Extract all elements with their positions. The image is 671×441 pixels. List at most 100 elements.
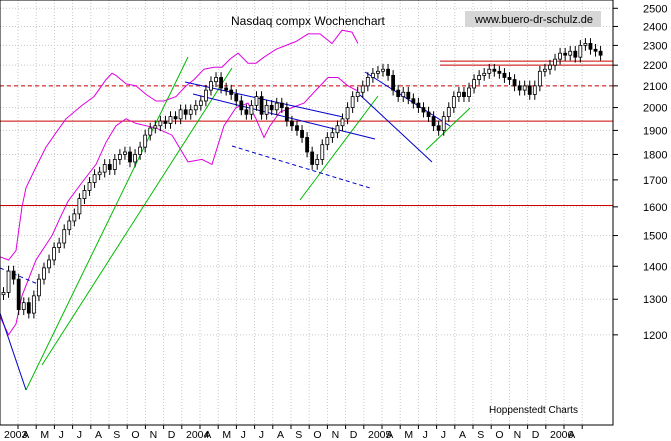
candle-body — [183, 109, 188, 115]
candle-body — [401, 91, 406, 97]
y-tick-label: 1200 — [643, 330, 667, 342]
candle-body — [37, 278, 41, 297]
candle-body — [234, 94, 239, 102]
trend-line — [425, 107, 471, 151]
candle-body — [11, 270, 16, 280]
x-tick-label: A — [386, 429, 393, 441]
x-tick-label: J — [259, 429, 264, 441]
candle-body — [254, 96, 259, 106]
trend-line — [25, 56, 189, 391]
candle-body — [239, 100, 244, 111]
x-tick-label: O — [313, 429, 321, 441]
y-tick-label: 1600 — [643, 202, 667, 214]
candle-body — [451, 96, 456, 108]
y-tick-label: 1700 — [643, 175, 667, 187]
candle-body — [537, 70, 542, 87]
candle-body — [168, 116, 173, 124]
x-tick-label: J — [77, 429, 82, 441]
candle-body — [310, 151, 315, 165]
chart-title: Nasdaq compx Wochenchart — [231, 14, 386, 28]
y-tick-label: 2200 — [643, 60, 667, 72]
candle-body — [295, 125, 299, 131]
candle-body — [47, 259, 51, 269]
candle-body — [315, 159, 320, 165]
candle-body — [158, 120, 163, 127]
x-tick-label: N — [514, 429, 522, 441]
candle-body — [391, 75, 396, 91]
candle-body — [244, 109, 249, 115]
candle-body — [376, 70, 380, 74]
candle-body — [335, 125, 340, 134]
y-tick-label: 2300 — [643, 40, 667, 52]
y-tick-label: 1800 — [643, 149, 667, 161]
candle-body — [82, 190, 87, 199]
x-tick-label: M — [222, 429, 231, 441]
candle-body — [72, 213, 77, 222]
candle-body — [477, 75, 482, 80]
candle-body — [92, 174, 97, 183]
candle-body — [330, 132, 335, 138]
source-label: Hoppenstedt Charts — [489, 405, 578, 416]
candle-body — [598, 50, 603, 56]
candle-body — [224, 87, 229, 91]
candle-body — [386, 68, 390, 76]
x-tick-label: 2006 — [550, 429, 574, 441]
candle-body — [6, 270, 11, 293]
x-tick-label: 2003 — [4, 429, 28, 441]
trend-line — [41, 67, 233, 366]
plot-background — [0, 0, 613, 425]
candle-body — [345, 107, 350, 120]
candle-body — [527, 85, 532, 95]
candle-body — [67, 220, 72, 231]
candle-body — [365, 77, 370, 87]
x-tick-label: O — [495, 429, 503, 441]
x-tick-label: D — [350, 429, 358, 441]
x-tick-label: A — [277, 429, 284, 441]
y-tick-label: 1900 — [643, 125, 667, 137]
watermark-text: www.buero-dr-schulz.de — [474, 14, 593, 26]
candle-body — [467, 87, 471, 97]
candle-body — [52, 247, 56, 261]
candle-body — [62, 229, 67, 244]
candle-body — [472, 79, 476, 89]
candle-body — [325, 137, 330, 146]
candle-body — [573, 50, 578, 58]
candle-body — [123, 151, 127, 155]
candle-body — [117, 154, 122, 160]
x-tick-label: S — [113, 429, 120, 441]
x-tick-label: J — [241, 429, 246, 441]
candle-body — [492, 68, 497, 72]
candle-body — [209, 81, 213, 91]
candle-body — [279, 102, 284, 108]
x-tick-label: D — [168, 429, 176, 441]
candle-body — [396, 89, 401, 97]
candle-body — [16, 278, 21, 311]
candle-body — [112, 159, 117, 170]
candle-body — [563, 52, 568, 56]
candle-body — [1, 292, 6, 296]
candle-body — [502, 72, 507, 78]
candle-body — [128, 151, 132, 163]
candle-body — [148, 127, 153, 136]
x-tick-label: 2005 — [368, 429, 392, 441]
x-tick-label: J — [423, 429, 428, 441]
candle-body — [300, 129, 304, 138]
candle-body — [431, 116, 436, 127]
watermark-box — [465, 11, 601, 27]
candle-body — [198, 100, 203, 106]
x-tick-label: N — [150, 429, 158, 441]
candle-body — [219, 77, 223, 89]
candle-body — [507, 77, 512, 80]
y-tick-label: 2400 — [643, 21, 667, 33]
candle-body — [153, 125, 158, 129]
candle-body — [305, 137, 310, 153]
candle-body — [107, 164, 112, 170]
candle-body — [138, 146, 143, 155]
candle-body — [462, 91, 466, 97]
candle-body — [487, 68, 492, 74]
bollinger-bands — [0, 29, 359, 336]
y-axis: 2500 2400 2300 2200 2100 2000 1900 1800 1700 1600… — [613, 3, 667, 342]
candle-body — [340, 118, 345, 127]
